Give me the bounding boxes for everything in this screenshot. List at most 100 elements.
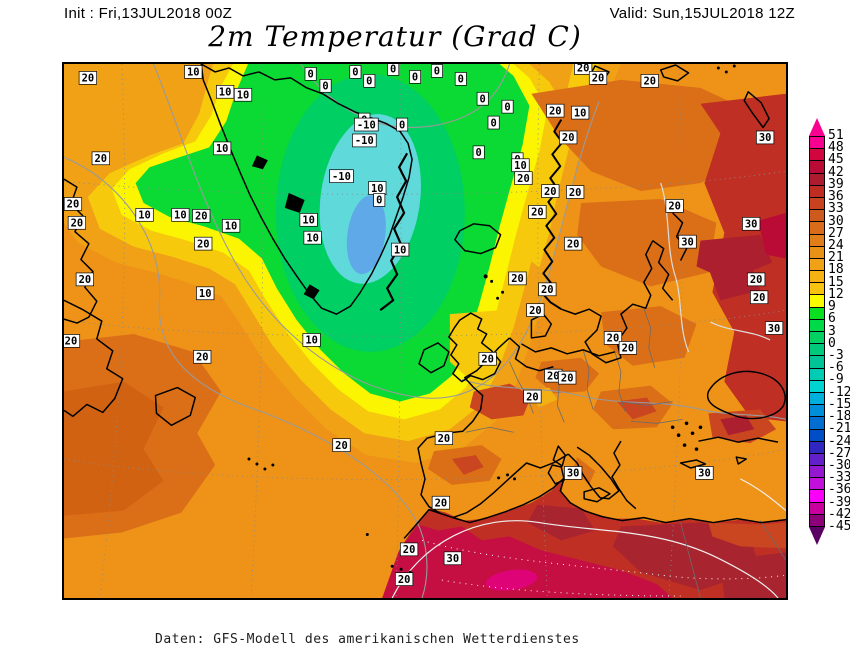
contour-label: 20 bbox=[574, 64, 593, 75]
contour-label: 20 bbox=[91, 151, 110, 166]
contour-label: 20 bbox=[603, 331, 623, 345]
svg-text:20: 20 bbox=[195, 211, 208, 223]
contour-label: 20 bbox=[67, 216, 87, 230]
scale-segment bbox=[810, 344, 824, 357]
svg-text:30: 30 bbox=[759, 132, 772, 144]
svg-text:-10: -10 bbox=[357, 119, 376, 131]
contour-label: 0 bbox=[304, 67, 317, 81]
contour-label: 0 bbox=[387, 64, 400, 76]
scale-segment bbox=[810, 185, 824, 198]
contour-label: 20 bbox=[64, 334, 81, 348]
svg-text:20: 20 bbox=[547, 370, 560, 382]
contour-label: 0 bbox=[373, 193, 386, 207]
svg-text:10: 10 bbox=[138, 210, 151, 222]
scale-tick-label: -30 bbox=[828, 457, 850, 473]
scale-segment bbox=[810, 319, 824, 332]
contour-label: 20 bbox=[514, 171, 533, 185]
footer-data-source: Daten: GFS-Modell des amerikanischen Wet… bbox=[155, 632, 580, 647]
scale-segment bbox=[810, 161, 824, 174]
scale-tick-label: 3 bbox=[828, 323, 836, 339]
contour-label: 20 bbox=[541, 184, 560, 198]
svg-text:20: 20 bbox=[622, 343, 635, 355]
contour-label: 30 bbox=[756, 130, 775, 145]
contour-label: 30 bbox=[695, 466, 714, 480]
contour-label: 10 bbox=[216, 84, 235, 99]
contour-label: 30 bbox=[443, 551, 462, 566]
contour-label: -10 bbox=[352, 133, 377, 148]
svg-text:20: 20 bbox=[65, 336, 78, 348]
svg-text:20: 20 bbox=[438, 433, 451, 445]
temperature-fill bbox=[64, 64, 786, 598]
coastlines bbox=[64, 64, 786, 539]
svg-text:0: 0 bbox=[490, 117, 496, 129]
svg-text:0: 0 bbox=[366, 76, 372, 88]
scale-segment bbox=[810, 210, 824, 223]
scale-segment bbox=[810, 234, 824, 247]
scale-tick-label: -36 bbox=[828, 482, 850, 498]
svg-text:30: 30 bbox=[681, 236, 694, 248]
svg-text:20: 20 bbox=[435, 497, 448, 509]
svg-text:20: 20 bbox=[196, 352, 209, 364]
svg-text:20: 20 bbox=[529, 305, 542, 317]
contour-label: 20 bbox=[558, 370, 577, 385]
svg-text:20: 20 bbox=[71, 218, 84, 230]
contour-label: 30 bbox=[678, 234, 697, 249]
scale-tick-label: 51 bbox=[828, 128, 844, 143]
scale-tick-label: -45 bbox=[828, 519, 850, 535]
contour-label: -10 bbox=[354, 117, 379, 132]
scale-segment bbox=[810, 222, 824, 235]
contour-label: 0 bbox=[476, 91, 489, 106]
svg-text:0: 0 bbox=[504, 101, 510, 113]
contour-label: 20 bbox=[546, 103, 565, 118]
svg-text:10: 10 bbox=[237, 90, 250, 102]
contour-label: 10 bbox=[571, 105, 590, 120]
scale-tick-label: 48 bbox=[828, 140, 844, 156]
svg-text:0: 0 bbox=[390, 64, 396, 76]
contour-label: 0 bbox=[363, 74, 376, 88]
svg-text:20: 20 bbox=[549, 105, 562, 117]
scale-segment bbox=[810, 392, 824, 406]
svg-text:20: 20 bbox=[668, 201, 681, 213]
svg-text:30: 30 bbox=[447, 553, 460, 565]
scale-bar bbox=[809, 136, 825, 527]
svg-text:20: 20 bbox=[403, 544, 416, 556]
contour-label: 10 bbox=[391, 242, 410, 257]
contour-labels: 20101010000000000000000-10-10-1010010202… bbox=[64, 64, 784, 586]
svg-text:10: 10 bbox=[187, 67, 200, 79]
svg-text:10: 10 bbox=[371, 183, 384, 195]
scale-tick-label: 30 bbox=[828, 213, 844, 229]
scale-segment bbox=[810, 283, 824, 296]
contour-label: 20 bbox=[192, 209, 211, 223]
scale-segment bbox=[810, 246, 824, 259]
scale-segment bbox=[810, 478, 824, 491]
contour-label: 0 bbox=[472, 145, 485, 160]
svg-text:10: 10 bbox=[394, 244, 407, 256]
scale-segment bbox=[810, 149, 824, 162]
svg-text:20: 20 bbox=[577, 64, 590, 75]
svg-text:0: 0 bbox=[458, 74, 464, 86]
scale-segment bbox=[810, 490, 824, 503]
scale-tick-label: -12 bbox=[828, 384, 850, 400]
contour-label: 20 bbox=[193, 350, 212, 364]
scale-tick-label: 18 bbox=[828, 262, 844, 278]
contour-label: 0 bbox=[409, 70, 422, 84]
scale-segment bbox=[810, 466, 824, 479]
scale-tick-label: 21 bbox=[828, 250, 844, 266]
contour-label: 20 bbox=[332, 438, 351, 452]
contour-label: 20 bbox=[75, 272, 94, 287]
contour-label: 10 bbox=[368, 181, 387, 195]
svg-text:10: 10 bbox=[305, 335, 318, 347]
svg-text:30: 30 bbox=[698, 468, 711, 480]
scale-tick-label: -15 bbox=[828, 396, 850, 412]
svg-text:0: 0 bbox=[476, 147, 482, 159]
svg-text:10: 10 bbox=[302, 215, 315, 227]
contour-label: 20 bbox=[395, 572, 414, 586]
contour-label: 10 bbox=[196, 286, 215, 301]
svg-text:20: 20 bbox=[531, 207, 544, 219]
scale-tick-label: -6 bbox=[828, 360, 844, 376]
scale-segment bbox=[810, 295, 824, 308]
contour-label: 20 bbox=[78, 71, 97, 85]
scale-tick-label: -21 bbox=[828, 421, 850, 437]
svg-text:0: 0 bbox=[399, 119, 405, 131]
contour-label: 20 bbox=[526, 303, 545, 317]
